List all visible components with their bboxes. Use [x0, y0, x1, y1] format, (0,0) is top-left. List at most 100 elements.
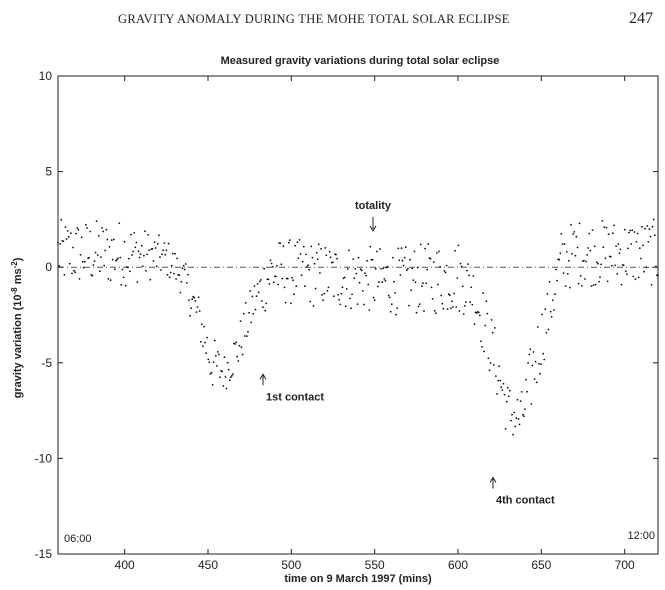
data-point [415, 311, 418, 314]
data-point [339, 303, 342, 306]
data-point [564, 285, 567, 287]
data-point [217, 351, 219, 353]
data-point [601, 220, 604, 222]
data-point [536, 326, 539, 328]
data-point [103, 264, 106, 267]
data-point [380, 268, 382, 270]
data-point [546, 292, 549, 295]
data-point [502, 382, 505, 385]
data-point [357, 256, 360, 259]
data-point [231, 374, 233, 377]
data-point [229, 376, 232, 378]
data-point [417, 305, 420, 308]
data-point [169, 271, 172, 274]
data-point [396, 307, 399, 309]
data-point [597, 262, 599, 265]
data-point [241, 353, 244, 356]
data-points [57, 218, 659, 436]
data-point [528, 353, 531, 356]
data-point [134, 246, 137, 249]
data-point [205, 352, 208, 354]
data-point [313, 262, 316, 265]
data-point [138, 256, 141, 259]
data-point [453, 292, 455, 295]
data-point [299, 253, 302, 255]
data-point [302, 245, 305, 248]
data-point [602, 246, 605, 249]
data-point [189, 314, 191, 317]
data-point [127, 257, 130, 260]
data-point [386, 265, 389, 268]
data-point [175, 278, 178, 280]
plot-frame [57, 75, 659, 555]
data-point [559, 252, 562, 255]
data-point [106, 238, 109, 241]
data-point [369, 245, 372, 248]
data-point [444, 271, 447, 274]
data-point [652, 218, 655, 221]
data-point [107, 278, 110, 280]
data-point [488, 369, 491, 372]
data-point [641, 225, 643, 228]
x-tick-label: 600 [448, 558, 468, 572]
data-point [461, 285, 464, 288]
data-point [268, 283, 271, 285]
data-point [340, 292, 343, 295]
data-point [355, 272, 358, 275]
data-point [594, 283, 597, 286]
data-point [210, 371, 213, 374]
data-point [542, 352, 545, 355]
data-point [573, 231, 576, 233]
data-point [297, 257, 300, 259]
data-point [473, 323, 476, 326]
data-point [529, 348, 532, 351]
data-point [111, 258, 114, 261]
data-point [644, 227, 646, 230]
data-point [182, 264, 185, 267]
data-point [590, 285, 593, 287]
data-point [161, 253, 164, 256]
data-point [240, 346, 243, 349]
data-point [315, 251, 318, 254]
data-point [467, 263, 469, 265]
data-point [226, 361, 229, 364]
data-point [261, 300, 263, 302]
data-point [88, 256, 90, 259]
data-point [646, 225, 649, 227]
data-point [331, 261, 334, 264]
data-point [614, 264, 616, 267]
data-point [263, 267, 265, 270]
data-point [147, 234, 150, 236]
data-point [249, 290, 252, 292]
data-point [79, 253, 82, 256]
data-point [653, 234, 656, 237]
data-point [59, 243, 61, 245]
data-point [576, 246, 579, 249]
data-point [281, 277, 284, 280]
data-point [431, 298, 434, 300]
data-point [400, 247, 403, 250]
data-point [648, 228, 651, 231]
data-point [634, 278, 637, 281]
first-contact-label: 1st contact [266, 391, 324, 403]
data-point [185, 282, 188, 284]
data-point [288, 239, 291, 242]
data-point [501, 389, 504, 391]
data-point [616, 273, 619, 275]
data-point [120, 283, 123, 286]
data-point [599, 276, 601, 279]
data-point [212, 361, 215, 363]
data-point [191, 298, 194, 301]
data-point [609, 256, 612, 258]
data-point [153, 241, 156, 244]
data-point [402, 264, 405, 267]
data-point [287, 241, 290, 244]
data-point [566, 273, 569, 275]
data-point [639, 257, 642, 260]
data-point [67, 235, 70, 238]
data-point [139, 253, 142, 256]
data-point [427, 243, 430, 246]
data-point [162, 249, 165, 252]
data-point [83, 260, 86, 263]
data-point [489, 362, 492, 364]
